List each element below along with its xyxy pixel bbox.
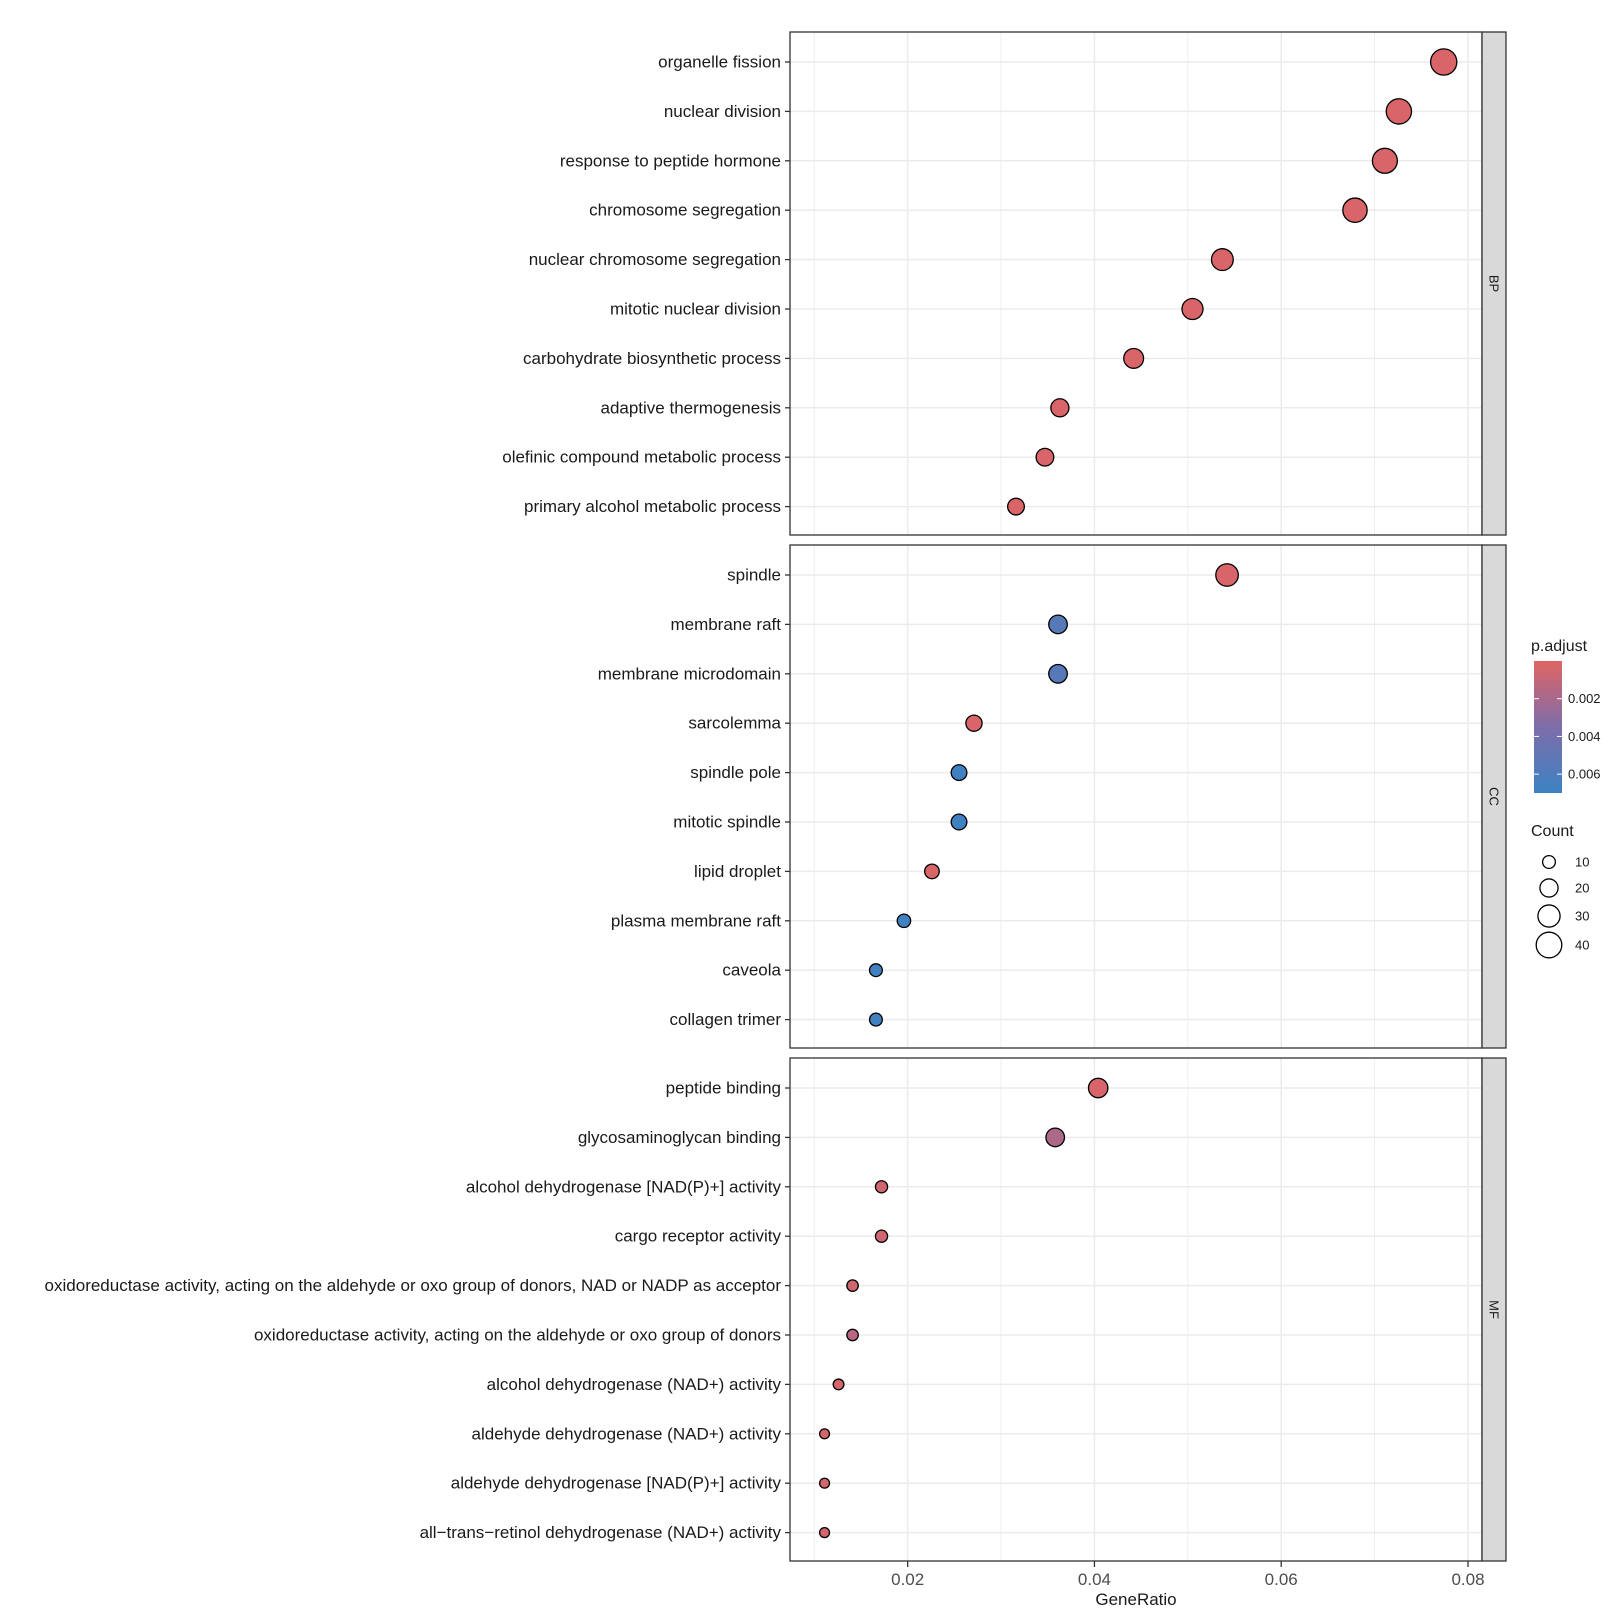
y-tick-label: membrane raft [670,615,781,634]
y-tick-label: oxidoreductase activity, acting on the a… [45,1276,782,1295]
facet-panels: organelle fission organelle fission nuclea… [45,31,1507,1562]
data-point: mitotic spindle [950,813,968,831]
x-tick-label: 0.04 [1078,1570,1111,1589]
y-tick-label: olefinic compound metabolic process [502,448,781,467]
y-tick-label: organelle fission [658,53,781,72]
size-key-circle [1539,878,1559,898]
facet-panel-bp: organelle fission organelle fission nuclea… [502,31,1507,536]
size-key-circle [1541,854,1557,870]
y-tick-label: caveola [722,961,781,980]
y-tick-label: spindle pole [690,763,781,782]
data-point: glycosaminoglycan binding [1045,1127,1066,1148]
panel-background [790,545,1482,1048]
data-point: aldehyde dehydrogenase [NAD(P)+] activit… [818,1477,831,1489]
data-point: nuclear division [1385,98,1413,125]
x-tick-label: 0.08 [1451,1570,1484,1589]
y-tick-label: alcohol dehydrogenase (NAD+) activity [487,1375,782,1394]
data-point: membrane microdomain [1048,663,1068,684]
data-point: caveola [868,963,883,978]
data-point: alcohol dehydrogenase (NAD+) activity [832,1378,845,1391]
facet-panel-mf: peptide binding peptide binding glycosamin… [45,1057,1507,1562]
data-point: cargo receptor activity [874,1229,889,1243]
size-key-label: 10 [1575,855,1589,870]
y-tick-label: mitotic nuclear division [610,300,781,319]
x-tick-label: 0.02 [891,1570,924,1589]
color-legend-title: p.adjust [1531,638,1588,655]
y-tick-label: plasma membrane raft [611,911,781,930]
x-tick-label: 0.06 [1265,1570,1298,1589]
y-tick-label: spindle [727,566,781,585]
color-bar-label: 0.002 [1568,691,1601,706]
y-tick-label: oxidoreductase activity, acting on the a… [254,1326,781,1345]
data-point: spindle [1215,563,1239,587]
data-point: all−trans−retinol dehydrogenase (NAD+) a… [818,1526,831,1539]
data-point: alcohol dehydrogenase [NAD(P)+] activity [874,1180,889,1194]
panel-background [790,1058,1482,1561]
data-point: aldehyde dehydrogenase (NAD+) activity [818,1428,831,1440]
data-point: peptide binding [1087,1077,1109,1099]
y-tick-label: nuclear division [664,102,781,121]
data-point: lipid droplet [924,863,940,880]
size-key-label: 30 [1575,909,1589,924]
y-tick-label: nuclear chromosome segregation [529,250,781,269]
facet-strip [1481,31,1507,536]
panel-background [790,32,1482,535]
color-bar-label: 0.004 [1568,729,1601,744]
data-point: chromosome segregation [1342,197,1368,223]
data-point: primary alcohol metabolic process [1007,497,1025,516]
data-point: oxidoreductase activity, acting on the a… [846,1328,859,1342]
facet-panel-cc: spindle spindle membrane raft membrane raft… [598,544,1507,1049]
y-tick-label: all−trans−retinol dehydrogenase (NAD+) a… [420,1523,782,1542]
data-point: spindle pole [950,764,968,782]
y-tick-label: primary alcohol metabolic process [524,497,781,516]
x-axis: GeneRatio 0.02 0.04 0.06 0.08 [891,1561,1485,1609]
data-point: membrane raft [1048,614,1068,635]
y-tick-label: peptide binding [666,1079,781,1098]
facet-strip [1481,1057,1507,1562]
size-key-circle [1537,904,1561,928]
y-tick-label: sarcolemma [688,714,781,733]
data-point: plasma membrane raft [896,913,912,929]
color-bar-label: 0.006 [1568,767,1601,782]
data-point: adaptive thermogenesis [1050,398,1070,418]
size-legend-title: Count [1531,823,1574,840]
legend: p.adjust Count 0.002 0.004 0.006 10 20 30 40 [1531,638,1601,959]
data-point: organelle fission [1429,48,1458,76]
y-tick-label: aldehyde dehydrogenase [NAD(P)+] activit… [451,1474,782,1493]
data-point: collagen trimer [868,1012,883,1027]
facet-strip-label: MF [1487,1300,1502,1319]
y-tick-label: adaptive thermogenesis [600,398,781,417]
data-point: mitotic nuclear division [1181,297,1204,321]
y-tick-label: carbohydrate biosynthetic process [523,349,781,368]
y-tick-label: aldehyde dehydrogenase (NAD+) activity [472,1424,782,1443]
y-tick-label: alcohol dehydrogenase [NAD(P)+] activity [466,1177,782,1196]
facet-strip-label: BP [1487,275,1502,292]
data-point: olefinic compound metabolic process [1035,447,1055,467]
y-tick-label: collagen trimer [670,1010,782,1029]
size-key-label: 40 [1575,938,1589,953]
x-axis-title: GeneRatio [1095,1590,1176,1609]
data-point: oxidoreductase activity, acting on the a… [846,1279,859,1292]
y-tick-label: mitotic spindle [673,813,781,832]
y-tick-label: chromosome segregation [589,201,781,220]
data-point: sarcolemma [965,714,983,732]
y-tick-label: cargo receptor activity [615,1227,782,1246]
data-point: carbohydrate biosynthetic process [1123,347,1145,369]
y-tick-label: lipid droplet [694,862,781,881]
size-key-label: 20 [1575,881,1589,896]
y-tick-label: membrane microdomain [598,664,781,683]
data-point: nuclear chromosome segregation [1210,248,1234,272]
facet-strip [1481,544,1507,1049]
facet-strip-label: CC [1487,787,1502,806]
color-bar [1534,661,1562,793]
y-tick-label: glycosaminoglycan binding [578,1128,781,1147]
data-point: response to peptide hormone [1371,147,1399,174]
y-tick-label: response to peptide hormone [560,151,781,170]
size-key-circle [1535,931,1563,959]
